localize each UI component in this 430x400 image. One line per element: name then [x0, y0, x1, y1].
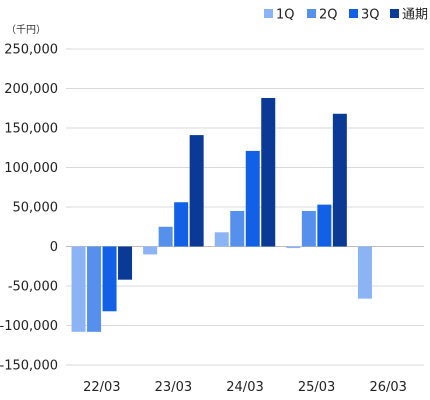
y-tick-label: -100,000: [0, 319, 58, 334]
y-axis-ticks: 250,000 200,000 150,000 100,000 50,000 0 -50,0…: [0, 43, 58, 374]
bar: [357, 246, 372, 299]
y-tick-label: 0: [50, 240, 58, 255]
x-tick-label: 24/03: [226, 380, 263, 395]
x-axis-ticks: 22/03 23/03 24/03 25/03 26/03: [83, 380, 407, 395]
y-tick-label: 50,000: [13, 201, 59, 216]
bars: [71, 97, 372, 332]
legend-label: 2Q: [319, 8, 338, 23]
x-tick-label: 22/03: [83, 380, 120, 395]
x-tick-label: 26/03: [369, 380, 406, 395]
y-tick-label: 100,000: [4, 161, 58, 176]
bar: [102, 246, 117, 312]
bar: [143, 246, 158, 255]
legend: 1Q 2Q 3Q 通期: [264, 8, 428, 23]
unit-label: （千円）: [6, 24, 46, 36]
legend-swatch: [307, 9, 316, 18]
bar: [261, 97, 276, 247]
bar: [189, 135, 204, 247]
bar: [301, 210, 316, 247]
legend-label: 通期: [402, 8, 428, 23]
bar: [332, 113, 347, 247]
y-tick-label: -50,000: [8, 280, 58, 295]
legend-swatch: [349, 9, 358, 18]
bar: [245, 150, 260, 247]
bar: [87, 246, 102, 332]
bar: [286, 246, 301, 249]
bar: [174, 202, 189, 247]
legend-swatch: [264, 9, 273, 18]
y-tick-label: 150,000: [4, 122, 58, 137]
x-tick-label: 23/03: [155, 380, 192, 395]
bar: [158, 226, 173, 247]
x-tick-label: 25/03: [298, 380, 335, 395]
y-tick-label: -150,000: [0, 359, 58, 374]
y-tick-label: 250,000: [4, 43, 58, 58]
gridlines: [66, 48, 424, 366]
bar: [230, 210, 245, 247]
bar: [71, 246, 86, 332]
bar: [317, 204, 332, 247]
legend-swatch: [390, 9, 399, 18]
y-tick-label: 200,000: [4, 82, 58, 97]
legend-label: 1Q: [276, 8, 295, 23]
legend-label: 3Q: [361, 8, 380, 23]
bar: [214, 232, 229, 247]
bar: [118, 246, 133, 280]
